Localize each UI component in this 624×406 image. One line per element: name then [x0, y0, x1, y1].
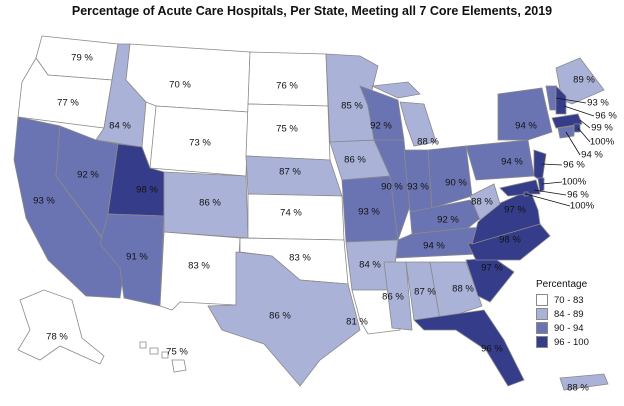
- state-label-wa: 79 %: [71, 53, 93, 64]
- state-label-nc: 98 %: [499, 235, 521, 246]
- state-ga: [429, 261, 483, 321]
- state-label-de: 100%: [562, 177, 587, 188]
- state-label-ak: 78 %: [46, 332, 68, 343]
- state-label-sd: 75 %: [276, 124, 298, 135]
- leader-line-dc: [525, 193, 571, 207]
- state-wv: [469, 183, 501, 221]
- state-label-wv: 88 %: [471, 197, 493, 208]
- map-title: Percentage of Acute Care Hospitals, Per …: [71, 4, 553, 18]
- state-label-ms: 86 %: [382, 292, 404, 303]
- leader-line-md: [533, 189, 567, 196]
- state-label-ks: 74 %: [280, 208, 302, 219]
- state-ri: [573, 123, 581, 133]
- state-nd: [247, 51, 329, 107]
- state-label-la: 81 %: [346, 317, 368, 328]
- leader-line-de: [541, 181, 563, 185]
- state-label-or: 77 %: [57, 98, 79, 109]
- legend-label: 90 - 94: [554, 322, 584, 334]
- state-pr: [559, 373, 609, 391]
- state-label-az: 91 %: [126, 252, 148, 263]
- state-label-nh: 96 %: [595, 111, 617, 122]
- legend: Percentage 70 - 83 84 - 89 90 - 94 96 - 100: [536, 279, 624, 349]
- state-label-nd: 76 %: [276, 81, 298, 92]
- state-pa: [465, 139, 535, 181]
- state-label-oh: 90 %: [445, 178, 467, 189]
- state-md: [499, 179, 541, 197]
- leader-line-ma: [579, 119, 591, 129]
- state-label-il: 90 %: [381, 182, 403, 193]
- state-label-mi: 88 %: [417, 137, 439, 148]
- legend-title: Percentage: [536, 279, 588, 290]
- state-hi: [139, 341, 187, 373]
- state-ky: [409, 199, 489, 235]
- state-label-sc: 97 %: [481, 263, 503, 274]
- legend-swatch: [536, 308, 548, 320]
- state-tx: [207, 251, 361, 387]
- state-ny: [497, 87, 553, 141]
- state-label-ri: 100%: [590, 137, 615, 148]
- legend-item: 84 - 89: [536, 307, 624, 321]
- state-nj: [533, 149, 547, 183]
- leader-line-vt: [555, 97, 587, 104]
- state-label-ky: 92 %: [437, 215, 459, 226]
- legend-item: 70 - 83: [536, 293, 624, 307]
- leader-line-ri: [577, 127, 591, 143]
- legend-swatch: [536, 322, 548, 334]
- state-nh: [555, 85, 567, 115]
- state-vt: [545, 85, 557, 111]
- state-label-ut: 98 %: [136, 185, 158, 196]
- legend-item: 96 - 100: [536, 335, 624, 349]
- state-label-mn: 85 %: [341, 101, 363, 112]
- state-label-ma: 99 %: [591, 123, 613, 134]
- state-label-pr: 88 %: [567, 383, 589, 394]
- state-label-ga: 88 %: [452, 284, 474, 295]
- state-label-pa: 94 %: [501, 157, 523, 168]
- state-label-co: 86 %: [199, 198, 221, 209]
- state-label-dc: 100%: [570, 201, 595, 212]
- state-label-mt: 70 %: [169, 80, 191, 91]
- state-label-va: 97 %: [504, 205, 526, 216]
- state-fl: [413, 309, 525, 387]
- state-label-ct: 94 %: [581, 150, 603, 161]
- state-label-md: 96 %: [567, 190, 589, 201]
- state-label-id: 84 %: [109, 121, 131, 132]
- state-mi: [370, 81, 437, 147]
- legend-item: 90 - 94: [536, 321, 624, 335]
- state-label-al: 87 %: [414, 287, 436, 298]
- state-ak: [17, 289, 105, 365]
- legend-label: 70 - 83: [554, 294, 584, 306]
- leader-line-nh: [563, 105, 595, 117]
- legend-swatch: [536, 294, 548, 306]
- state-label-ar: 84 %: [359, 260, 381, 271]
- state-label-tn: 94 %: [423, 241, 445, 252]
- legend-label: 84 - 89: [554, 308, 584, 320]
- leader-line-nj: [541, 163, 563, 166]
- state-il: [373, 139, 411, 241]
- state-label-wi: 92 %: [370, 121, 392, 132]
- legend-swatch: [536, 336, 548, 348]
- state-ms: [383, 261, 413, 331]
- state-de: [537, 177, 545, 193]
- state-label-wy: 73 %: [189, 138, 211, 149]
- state-label-tx: 86 %: [269, 311, 291, 322]
- state-la: [351, 289, 401, 335]
- state-label-mo: 93 %: [358, 207, 380, 218]
- state-label-nv: 92 %: [77, 170, 99, 181]
- state-label-in: 93 %: [407, 182, 429, 193]
- state-label-me: 89 %: [573, 75, 595, 86]
- leader-line-ct: [565, 131, 581, 156]
- state-label-nj: 96 %: [563, 160, 585, 171]
- legend-label: 96 - 100: [554, 336, 589, 348]
- state-label-nm: 83 %: [188, 261, 210, 272]
- state-label-ny: 94 %: [515, 121, 537, 132]
- state-label-hi: 75 %: [166, 347, 188, 358]
- state-label-fl: 96 %: [481, 344, 503, 355]
- state-label-ne: 87 %: [279, 167, 301, 178]
- state-label-ia: 86 %: [344, 155, 366, 166]
- state-label-ok: 83 %: [289, 253, 311, 264]
- state-label-ca: 93 %: [33, 196, 55, 207]
- state-label-vt: 93 %: [587, 98, 609, 109]
